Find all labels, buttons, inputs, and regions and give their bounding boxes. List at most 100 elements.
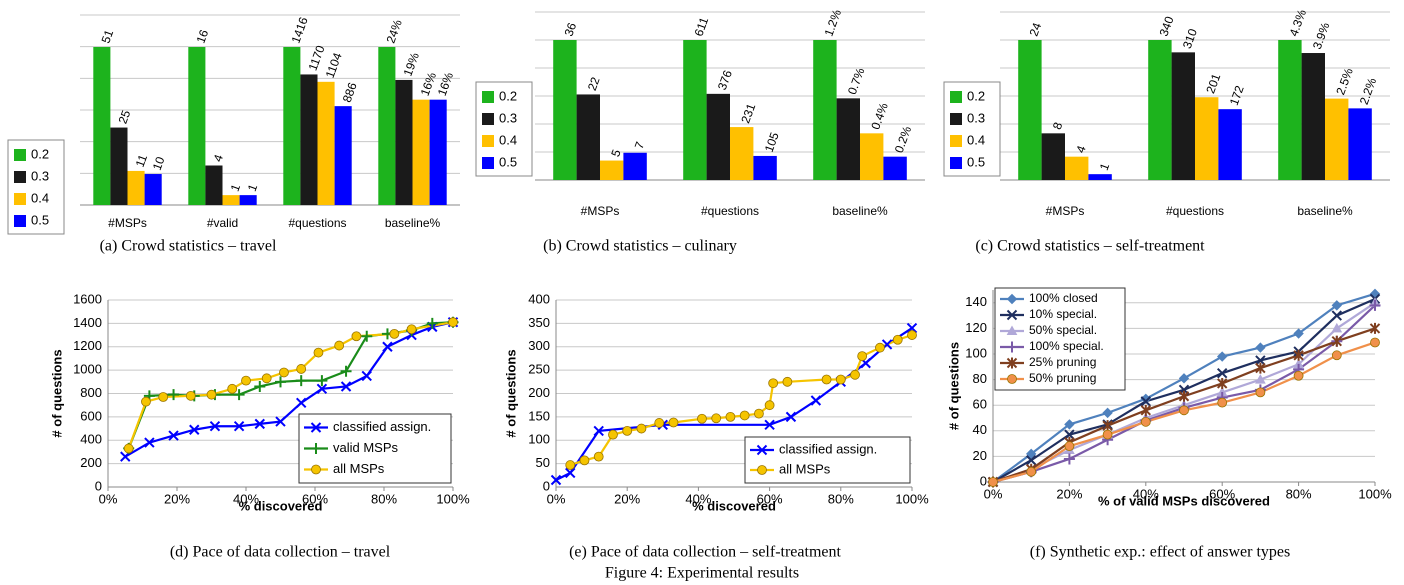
marker [739, 410, 750, 421]
legend-marker [756, 444, 768, 456]
data-label: 11 [133, 152, 151, 169]
legend-label: 0.4 [967, 132, 985, 147]
marker [254, 380, 266, 392]
bar [1218, 109, 1242, 180]
caption: (d) Pace of data collection – travel [170, 544, 391, 561]
x-tick-label: baseline% [1297, 204, 1353, 218]
marker [1140, 404, 1152, 416]
legend-label: 0.2 [499, 88, 517, 103]
marker [340, 365, 352, 377]
marker [906, 322, 918, 334]
bar [300, 74, 318, 205]
marker [654, 418, 665, 428]
x-tick-label: 20% [614, 491, 640, 506]
y-tick-label: 100 [528, 432, 550, 447]
legend-label: 0.5 [31, 212, 49, 227]
marker [168, 389, 180, 401]
marker [1064, 441, 1075, 452]
data-label: 310 [1180, 27, 1200, 51]
legend-label: 0.2 [31, 146, 49, 161]
data-label: 19% [401, 50, 422, 78]
marker [361, 330, 373, 342]
x-tick-label: #questions [701, 204, 759, 218]
bar [883, 156, 907, 180]
legend-swatch [482, 157, 494, 169]
bar [1278, 40, 1302, 180]
data-label: 231 [738, 101, 758, 125]
marker [835, 374, 846, 385]
y-tick-label: 0 [543, 478, 550, 493]
bar [429, 99, 447, 205]
x-axis-label: % discovered [692, 498, 776, 513]
x-tick-label: 40% [685, 491, 711, 506]
bar [836, 98, 860, 180]
y-tick-label: 140 [965, 294, 987, 309]
bar [813, 40, 837, 180]
y-tick-label: 60 [973, 397, 987, 412]
legend-swatch [482, 135, 494, 147]
x-tick-label: 60% [1209, 486, 1235, 501]
legend-box [744, 436, 911, 484]
marker [241, 375, 251, 386]
marker [295, 375, 307, 387]
bar [334, 106, 352, 205]
legend-label: 0.3 [499, 110, 517, 125]
marker [123, 443, 134, 454]
marker [406, 324, 417, 335]
y-tick-label: 1000 [73, 362, 102, 377]
y-tick-label: 400 [528, 291, 550, 306]
bar [1018, 40, 1042, 180]
marker [1255, 362, 1266, 374]
marker [1178, 373, 1190, 384]
data-label: 172 [1227, 83, 1247, 107]
bar [1348, 108, 1372, 180]
marker [158, 392, 169, 402]
bar [1171, 52, 1195, 181]
marker [168, 430, 179, 441]
bar [860, 133, 884, 180]
legend-label: all MSPs [779, 461, 831, 476]
data-label: 886 [340, 80, 360, 104]
x-tick-label: #valid [207, 216, 238, 230]
legend-swatch [482, 91, 494, 103]
legend-marker [1007, 374, 1017, 384]
data-label: 105 [762, 130, 782, 154]
marker [141, 396, 151, 407]
series-line [124, 321, 454, 458]
y-tick-label: 200 [80, 455, 102, 470]
y-tick-label: 800 [80, 385, 102, 400]
marker [1331, 310, 1343, 321]
marker [988, 477, 998, 487]
bar [1195, 97, 1219, 180]
marker [782, 376, 793, 387]
x-tick-label: baseline% [832, 204, 888, 218]
x-tick-label: #MSPs [1046, 204, 1085, 218]
marker [275, 416, 286, 427]
y-tick-label: 80 [973, 371, 987, 386]
legend-marker [1006, 357, 1018, 369]
x-tick-label: #questions [1166, 204, 1224, 218]
legend-label: 0.3 [31, 168, 49, 183]
marker [1064, 419, 1075, 430]
x-tick-label: 0% [547, 491, 566, 506]
marker [1255, 374, 1266, 384]
x-tick-label: 20% [164, 491, 190, 506]
data-label: 340 [1157, 14, 1177, 38]
y-axis-label: # of questions [49, 349, 64, 437]
data-label: 1 [228, 182, 244, 193]
marker [1026, 466, 1037, 477]
legend-swatch [950, 113, 962, 125]
y-axis-label: # of questions [946, 342, 961, 430]
marker [1102, 407, 1113, 419]
legend-label: all MSPs [333, 461, 385, 476]
caption: (b) Crowd statistics – culinary [543, 238, 737, 255]
data-label: 7 [632, 140, 648, 151]
bar [93, 47, 111, 205]
legend-swatch [950, 135, 962, 147]
x-tick-label: 100% [895, 491, 929, 506]
marker [316, 375, 328, 387]
x-tick-label: 100% [1358, 486, 1392, 501]
data-label: 376 [715, 68, 735, 92]
legend-label: 100% special. [1029, 339, 1104, 353]
